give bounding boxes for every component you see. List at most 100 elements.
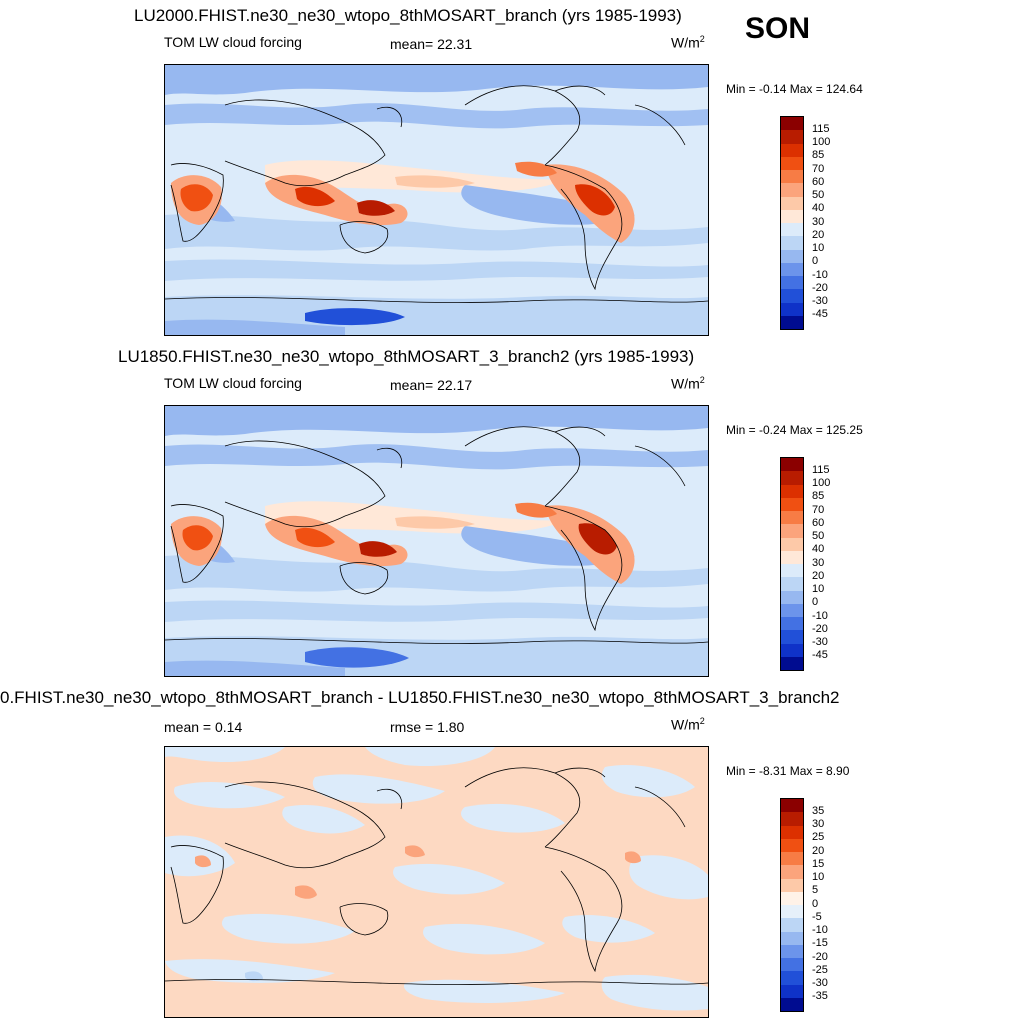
panel-2-colorbar-swatch (781, 564, 803, 578)
panel-1-colorbar-swatch (781, 117, 803, 131)
panel-2-variable-label: TOM LW cloud forcing (164, 375, 302, 391)
panel-3-mean-label: mean = 0.14 (164, 719, 243, 735)
panel-1-colorbar-label: 70 (812, 162, 825, 175)
panel-3-colorbar-label: 20 (812, 844, 825, 857)
panel-1-colorbar-swatch (781, 249, 803, 263)
panel-3-colorbar-swatch (781, 918, 803, 932)
panel-2-colorbar-swatch (781, 617, 803, 631)
panel-2-colorbar-swatch (781, 577, 803, 591)
panel-2-colorbar-label: -20 (812, 622, 828, 635)
panel-1-colorbar-swatch (781, 289, 803, 303)
panel-3-title: 0.FHIST.ne30_ne30_wtopo_8thMOSART_branch… (0, 688, 840, 707)
panel-2-colorbar-swatch (781, 484, 803, 498)
panel-2-colorbar-swatch (781, 656, 803, 670)
panel-1-units: W/m2 (671, 34, 705, 51)
panel-1-colorbar-label: 60 (812, 175, 825, 188)
panel-2-colorbar-label: 30 (812, 556, 825, 569)
panel-1-colorbar-label: 115 (812, 122, 830, 135)
panel-1-colorbar-swatch (781, 223, 803, 237)
panel-2-colorbar-label: 10 (812, 583, 825, 595)
panel-2-colorbar-swatch (781, 630, 803, 644)
panel-2-colorbar-label: 60 (812, 516, 825, 529)
panel-3-colorbar-swatch (781, 905, 803, 919)
panel-2-colorbar-label: -10 (812, 609, 828, 622)
panel-2-colorbar-label: 70 (812, 503, 825, 516)
panel-1-colorbar-swatch (781, 315, 803, 329)
panel-1-colorbar-label: -30 (812, 295, 828, 307)
panel-3-colorbar-label: 35 (812, 804, 825, 817)
panel-2-map (164, 405, 709, 677)
panel-3-colorbar-swatch (781, 971, 803, 985)
panel-1-mean-label: mean= 22.31 (390, 36, 473, 52)
panel-1-colorbar-swatch (781, 183, 803, 197)
panel-2-colorbar-swatch (781, 511, 803, 525)
panel-1-colorbar-label: -45 (812, 308, 828, 321)
season-label: SON (745, 12, 811, 45)
panel-2-colorbar-label: 85 (812, 490, 825, 503)
panel-3-colorbar-swatch (781, 984, 803, 998)
panel-2-colorbar-swatch (781, 550, 803, 564)
panel-1-minmax: Min = -0.14 Max = 124.64 (726, 82, 863, 96)
panel-2-colorbar-box (780, 457, 804, 671)
panel-1-colorbar-box (780, 116, 804, 330)
panel-1-colorbar-label: 10 (812, 242, 825, 254)
panel-3-colorbar-swatch (781, 852, 803, 866)
panel-3-colorbar-label: -30 (812, 977, 828, 989)
panel-3-minmax: Min = -8.31 Max = 8.90 (726, 764, 850, 778)
panel-2-colorbar-swatch (781, 537, 803, 551)
panel-3-map (164, 746, 709, 1018)
panel-3-colorbar-label: 30 (812, 818, 825, 830)
panel-1-colorbar-swatch (781, 196, 803, 210)
panel-2-colorbar-swatch (781, 524, 803, 538)
panel-1-colorbar-swatch (781, 302, 803, 316)
panel-3-colorbar-label: 10 (812, 871, 825, 883)
panel-3-colorbar-swatch (781, 891, 803, 905)
panel-1-colorbar-label: 20 (812, 228, 825, 241)
panel-2-colorbar-swatch (781, 590, 803, 604)
panel-3-colorbar-swatch (781, 944, 803, 958)
panel-2-colorbar-label: 20 (812, 569, 825, 582)
panel-1-colorbar-label: 30 (812, 215, 825, 228)
panel-1-title: LU2000.FHIST.ne30_ne30_wtopo_8thMOSART_b… (134, 6, 682, 25)
panel-1-variable-label: TOM LW cloud forcing (164, 34, 302, 50)
panel-1-colorbar-swatch (781, 130, 803, 144)
panel-1-colorbar-swatch (781, 170, 803, 184)
panel-1-colorbar-swatch (781, 209, 803, 223)
panel-3-colorbar-label: 25 (812, 831, 825, 844)
panel-3-colorbar-box (780, 798, 804, 1012)
panel-2-colorbar-label: -45 (812, 649, 828, 662)
panel-2-colorbar-label: -30 (812, 636, 828, 648)
panel-3-colorbar-label: 0 (812, 897, 819, 910)
panel-2-colorbar-label: 0 (812, 596, 819, 609)
panel-3-colorbar-label: -20 (812, 950, 828, 963)
panel-2-title: LU1850.FHIST.ne30_ne30_wtopo_8thMOSART_3… (118, 347, 695, 366)
panel-2-colorbar-swatch (781, 603, 803, 617)
panel-3-colorbar-swatch (781, 799, 803, 813)
panel-3-colorbar-label: 15 (812, 857, 825, 870)
panel-1-colorbar-label: 40 (812, 202, 825, 215)
panel-2-colorbar-label: 100 (812, 477, 831, 489)
panel-2-colorbar-swatch (781, 471, 803, 485)
panel-2-mean-label: mean= 22.17 (390, 377, 473, 393)
panel-1-colorbar-label: 85 (812, 149, 825, 162)
panel-1-colorbar-label: 100 (812, 136, 831, 148)
panel-2-units: W/m2 (671, 375, 705, 392)
panel-1-colorbar-swatch (781, 143, 803, 157)
panel-3-colorbar-swatch (781, 958, 803, 972)
panel-1-colorbar-label: -20 (812, 281, 828, 294)
panel-2-colorbar-swatch (781, 643, 803, 657)
panel-3-colorbar-swatch (781, 812, 803, 826)
panel-3-colorbar-swatch (781, 825, 803, 839)
panel-2-colorbar-swatch (781, 497, 803, 511)
panel-1-colorbar-swatch (781, 236, 803, 250)
panel-2-colorbar-label: 40 (812, 543, 825, 556)
panel-3-colorbar-swatch (781, 997, 803, 1011)
panel-3-colorbar-swatch (781, 865, 803, 879)
panel-2-colorbar-label: 115 (812, 463, 830, 476)
panel-3-colorbar-swatch (781, 838, 803, 852)
panel-3-colorbar-swatch (781, 878, 803, 892)
panel-3-colorbar-label: 5 (812, 884, 819, 897)
panel-3-rmse-label: rmse = 1.80 (390, 719, 465, 735)
panel-3-colorbar-label: -35 (812, 990, 828, 1003)
panel-3-colorbar-label: -25 (812, 963, 828, 976)
